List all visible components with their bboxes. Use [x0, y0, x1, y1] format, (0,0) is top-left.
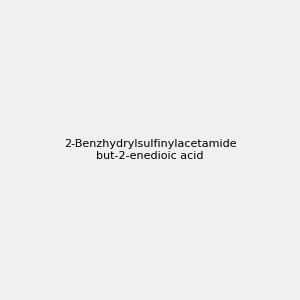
- Text: 2-Benzhydrylsulfinylacetamide
but-2-enedioic acid: 2-Benzhydrylsulfinylacetamide but-2-ened…: [64, 139, 236, 161]
